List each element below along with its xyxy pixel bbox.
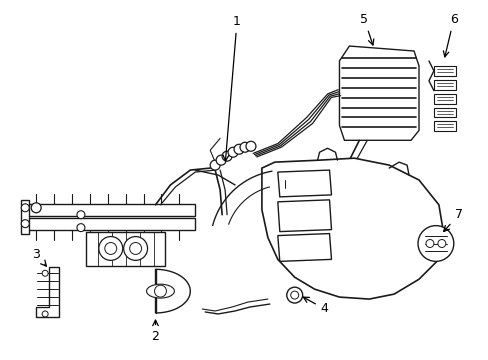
Circle shape	[240, 142, 249, 152]
Circle shape	[222, 151, 232, 161]
Text: 6: 6	[443, 13, 457, 57]
Polygon shape	[277, 234, 331, 261]
Text: 5: 5	[360, 13, 373, 45]
Circle shape	[77, 224, 85, 231]
Polygon shape	[277, 170, 331, 197]
Circle shape	[42, 311, 48, 317]
Circle shape	[77, 211, 85, 219]
Polygon shape	[36, 267, 59, 317]
Polygon shape	[26, 218, 195, 230]
Circle shape	[216, 155, 225, 165]
Circle shape	[234, 144, 244, 154]
Circle shape	[417, 226, 453, 261]
Circle shape	[425, 239, 433, 247]
Text: 3: 3	[32, 248, 46, 266]
Text: 2: 2	[151, 320, 159, 343]
Circle shape	[21, 220, 29, 228]
Bar	[433, 80, 455, 90]
Polygon shape	[155, 269, 190, 313]
Circle shape	[227, 147, 238, 157]
Polygon shape	[262, 158, 443, 299]
Circle shape	[123, 237, 147, 260]
Circle shape	[290, 291, 298, 299]
Circle shape	[31, 203, 41, 213]
Polygon shape	[277, 200, 331, 231]
Text: 4: 4	[303, 297, 328, 315]
Circle shape	[210, 160, 220, 170]
Polygon shape	[26, 204, 195, 216]
Circle shape	[21, 204, 29, 212]
Circle shape	[104, 243, 117, 255]
Bar	[433, 121, 455, 131]
Ellipse shape	[146, 284, 174, 298]
Circle shape	[129, 243, 142, 255]
Bar	[433, 108, 455, 117]
Bar	[433, 94, 455, 104]
Polygon shape	[339, 46, 418, 140]
Circle shape	[437, 239, 445, 247]
Circle shape	[42, 270, 48, 276]
Polygon shape	[21, 200, 29, 234]
Circle shape	[286, 287, 302, 303]
Text: 1: 1	[223, 15, 241, 161]
Circle shape	[99, 237, 122, 260]
Bar	[433, 66, 455, 76]
Polygon shape	[86, 231, 165, 266]
Text: 7: 7	[443, 208, 462, 231]
Circle shape	[245, 141, 255, 151]
Circle shape	[154, 285, 166, 297]
